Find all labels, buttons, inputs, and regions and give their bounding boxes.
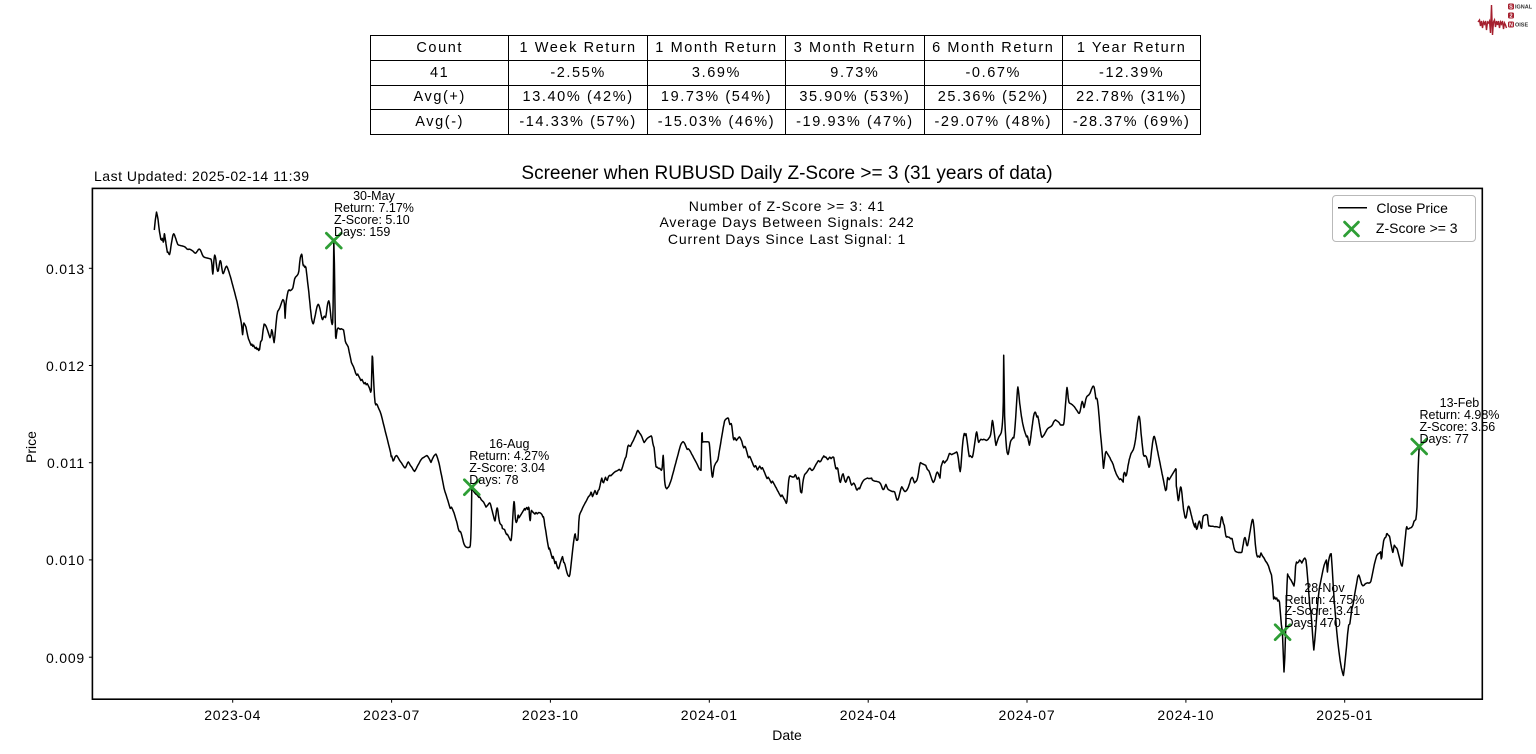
svg-text:2: 2: [1509, 14, 1512, 20]
svg-text:N: N: [1509, 23, 1513, 29]
svg-text:OISE: OISE: [1515, 23, 1528, 29]
svg-text:IGNAL: IGNAL: [1515, 5, 1533, 11]
svg-text:Price: Price: [23, 430, 39, 462]
svg-text:S: S: [1509, 5, 1513, 11]
